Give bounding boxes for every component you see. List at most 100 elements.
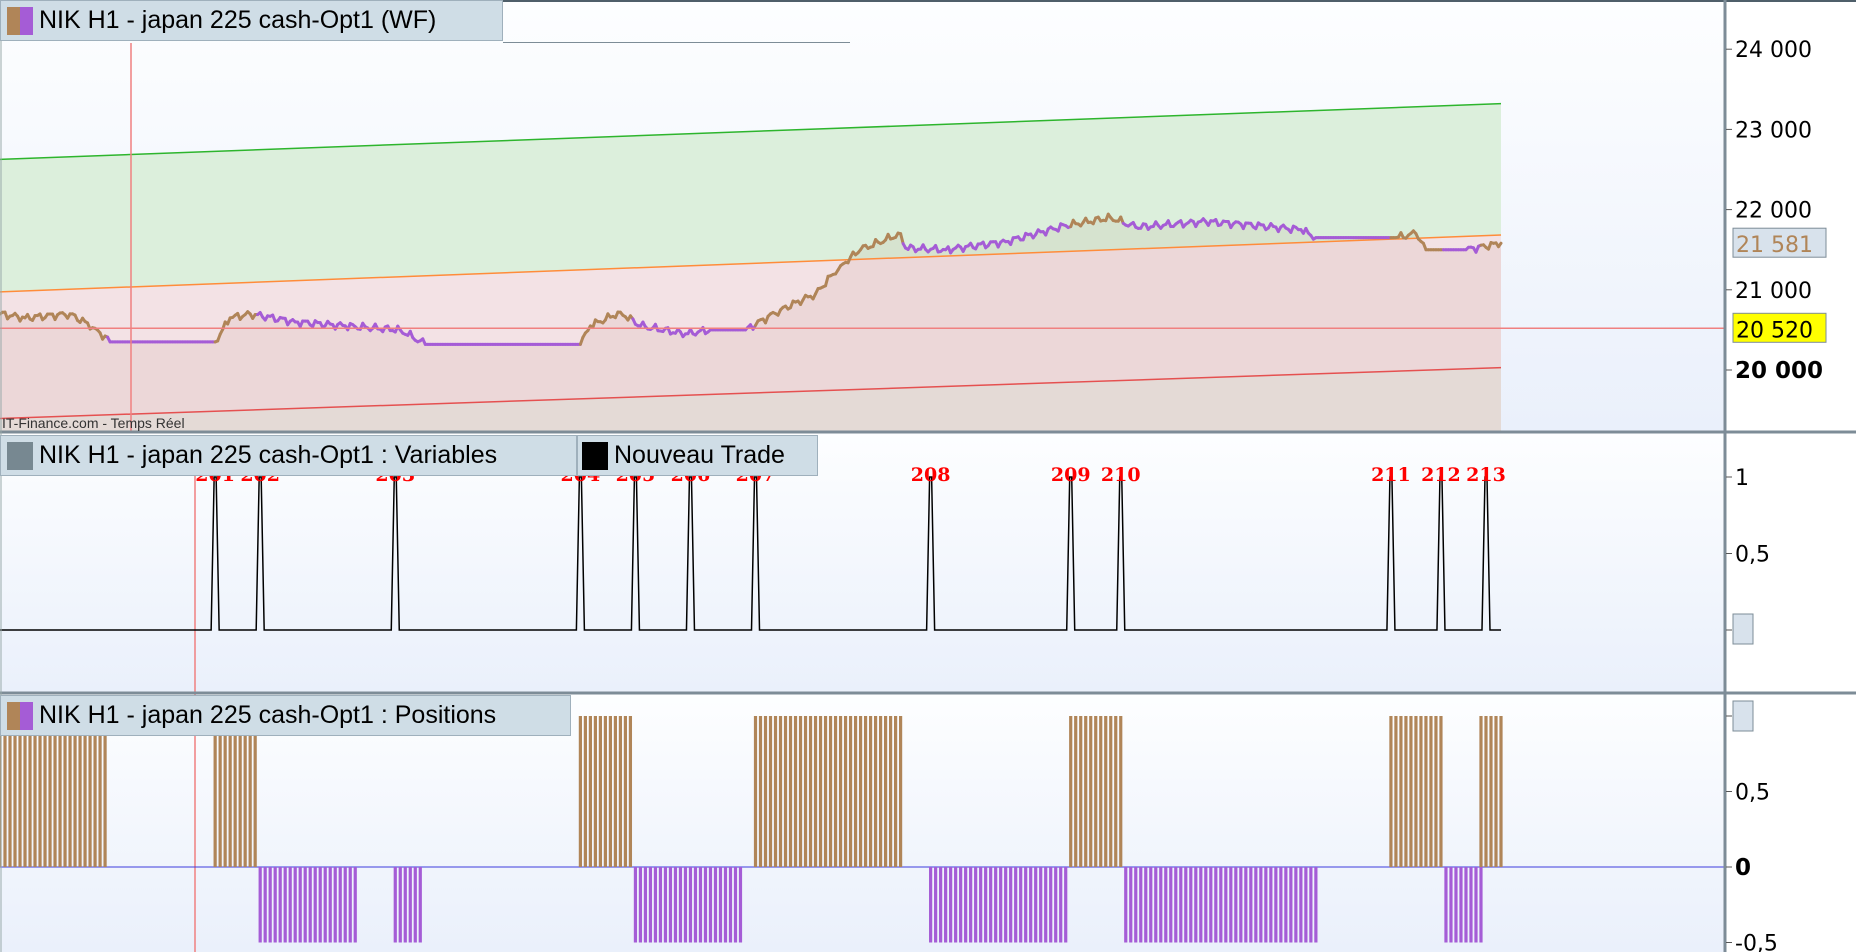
position-bar bbox=[408, 867, 412, 943]
position-bar bbox=[53, 735, 57, 867]
position-bar bbox=[1099, 716, 1103, 867]
positions-legend[interactable]: NIK H1 - japan 225 cash-Opt1 : Positions bbox=[0, 695, 571, 736]
position-bar bbox=[1429, 716, 1433, 867]
position-bar bbox=[1469, 867, 1473, 943]
position-bar bbox=[628, 716, 633, 867]
variables-legend[interactable]: NIK H1 - japan 225 cash-Opt1 : Variables bbox=[0, 435, 577, 476]
position-bar bbox=[1044, 867, 1048, 943]
position-bar bbox=[929, 867, 933, 943]
position-bar bbox=[1144, 867, 1148, 943]
axis-label: 0,5 bbox=[1735, 543, 1770, 568]
position-bar bbox=[403, 867, 407, 943]
position-bar bbox=[1024, 867, 1028, 943]
position-bar bbox=[1129, 867, 1133, 943]
position-bar bbox=[1409, 716, 1413, 867]
position-bar bbox=[949, 867, 953, 943]
position-bar bbox=[803, 716, 808, 867]
axis-label: 1 bbox=[1735, 466, 1749, 491]
position-bar bbox=[418, 867, 422, 943]
position-bar bbox=[38, 735, 42, 867]
position-bar bbox=[1459, 867, 1463, 943]
price-segment bbox=[824, 274, 830, 288]
position-bar bbox=[703, 867, 708, 943]
position-bar bbox=[1419, 716, 1423, 867]
position-bar bbox=[1439, 716, 1443, 867]
position-bar bbox=[98, 735, 102, 867]
price-segment bbox=[1496, 241, 1503, 249]
trade-label: 212 bbox=[1421, 464, 1461, 486]
position-bar bbox=[1404, 716, 1408, 867]
position-bar bbox=[758, 716, 763, 867]
position-bar bbox=[268, 867, 272, 943]
position-bar bbox=[1254, 867, 1258, 943]
price-legend[interactable]: NIK H1 - japan 225 cash-Opt1 (WF) bbox=[0, 0, 503, 41]
position-bar bbox=[1014, 867, 1018, 943]
position-bar bbox=[228, 735, 232, 867]
position-bar bbox=[1249, 867, 1253, 943]
position-bar bbox=[73, 735, 77, 867]
position-bar bbox=[303, 867, 307, 943]
position-bar bbox=[848, 716, 853, 867]
position-bar bbox=[613, 716, 618, 867]
position-bar bbox=[1269, 867, 1273, 943]
position-bar bbox=[868, 716, 873, 867]
axis-label: 21 000 bbox=[1735, 279, 1812, 304]
position-bar bbox=[1304, 867, 1308, 943]
position-bar bbox=[1199, 867, 1203, 943]
series-color-icon bbox=[7, 441, 33, 470]
position-bar bbox=[1474, 867, 1478, 943]
position-bar bbox=[1314, 867, 1318, 943]
axis-label: 24 000 bbox=[1735, 38, 1812, 63]
position-bar bbox=[718, 867, 723, 943]
position-bar bbox=[1169, 867, 1173, 943]
position-bar bbox=[103, 735, 107, 867]
position-bar bbox=[33, 735, 37, 867]
watermark: IT-Finance.com - Temps Réel bbox=[2, 415, 185, 431]
position-bar bbox=[668, 867, 673, 943]
position-bar bbox=[1244, 867, 1248, 943]
position-bar bbox=[293, 867, 297, 943]
position-bar bbox=[283, 867, 287, 943]
position-bar bbox=[578, 716, 582, 867]
position-bar bbox=[984, 867, 988, 943]
series-color-icon bbox=[582, 441, 608, 470]
upper-band bbox=[0, 103, 1501, 292]
axis-label: 22 000 bbox=[1735, 199, 1812, 224]
position-bar bbox=[778, 716, 783, 867]
position-bar bbox=[1084, 716, 1088, 867]
position-bar bbox=[1299, 867, 1303, 943]
positions-chart bbox=[0, 716, 1724, 943]
price-chart bbox=[0, 43, 1724, 432]
price-segment bbox=[899, 232, 905, 246]
position-bar bbox=[58, 735, 62, 867]
position-bar bbox=[93, 735, 97, 867]
cursor-price-label: 20 520 bbox=[1736, 318, 1813, 343]
position-bar bbox=[1394, 716, 1398, 867]
position-bar bbox=[934, 867, 938, 943]
position-bar bbox=[1494, 716, 1498, 867]
position-bar bbox=[18, 735, 22, 867]
trade-legend[interactable]: Nouveau Trade bbox=[577, 435, 818, 476]
position-bar bbox=[738, 867, 743, 943]
position-bar bbox=[638, 867, 643, 943]
trade-label: 210 bbox=[1101, 464, 1141, 486]
position-bar bbox=[964, 867, 968, 943]
position-bar bbox=[83, 735, 87, 867]
position-bar bbox=[413, 867, 417, 943]
position-bar bbox=[808, 716, 813, 867]
position-bar bbox=[588, 716, 592, 867]
position-bar bbox=[243, 735, 247, 867]
position-bar bbox=[1279, 867, 1283, 943]
position-bar bbox=[1049, 867, 1053, 943]
position-bar bbox=[954, 867, 958, 943]
axis-label: -0,5 bbox=[1735, 932, 1778, 952]
position-bar bbox=[308, 867, 312, 943]
position-bar bbox=[1029, 867, 1033, 943]
position-bar bbox=[773, 716, 778, 867]
position-bar bbox=[618, 716, 623, 867]
position-bar bbox=[788, 716, 793, 867]
current-position-box bbox=[1732, 700, 1754, 732]
position-bar bbox=[979, 867, 983, 943]
position-bar bbox=[1149, 867, 1153, 943]
